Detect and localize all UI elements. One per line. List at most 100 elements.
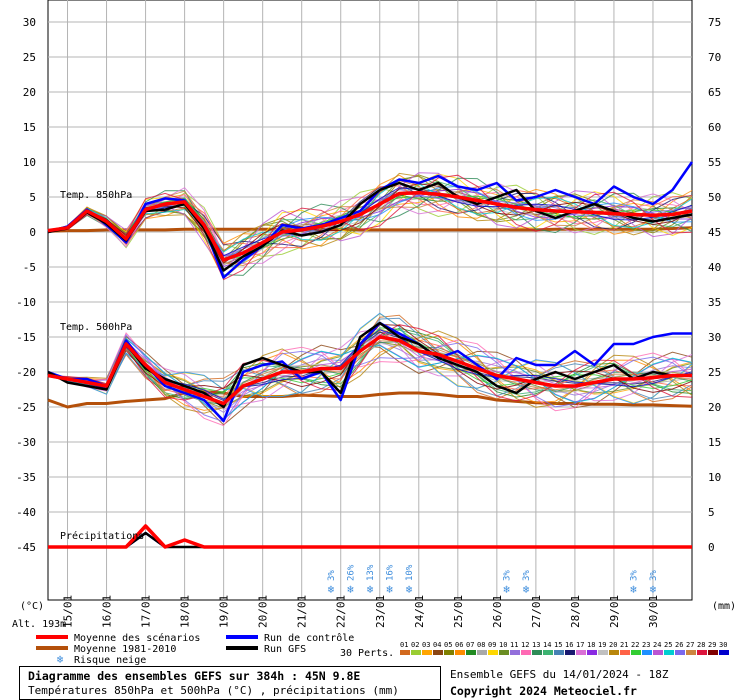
perturbations-label: 30 Perts. [340, 648, 394, 659]
y-tick-right: 30 [708, 331, 721, 344]
perturbation-number: 19 [598, 641, 606, 649]
perturbation-swatch [620, 650, 630, 655]
perturbation-number: 17 [576, 641, 584, 649]
perturbation-line-850 [47, 173, 693, 279]
perturbation-number: 16 [565, 641, 573, 649]
perturbation-number: 30 [719, 641, 727, 649]
panel-label-500: Temp. 500hPa [60, 322, 132, 333]
x-date-label: 16/01 [101, 595, 114, 628]
perturbation-swatch [499, 650, 509, 655]
left-axis-ticks: 30 25 20 15 10 5 0 -5 -10 -15 -20 -25 -30 -35 -40 -45 (°… [16, 16, 44, 612]
perturbation-number: 23 [642, 641, 650, 649]
perturbation-number: 05 [444, 641, 452, 649]
perturbation-swatch [565, 650, 575, 655]
perturbation-line-850 [47, 185, 693, 249]
perturbation-swatch [631, 650, 641, 655]
y-tick-left: -5 [23, 261, 36, 274]
y-tick-right: 40 [708, 261, 721, 274]
perturbation-number: 12 [521, 641, 529, 649]
perturbation-line-500 [47, 337, 693, 421]
perturbation-number: 01 [400, 641, 408, 649]
perturbation-swatch [598, 650, 608, 655]
perturbation-number: 10 [499, 641, 507, 649]
perturbation-number: 26 [675, 641, 683, 649]
y-tick-right: 20 [708, 401, 721, 414]
y-tick-left: 25 [23, 51, 36, 64]
legend-label-gfs: Run GFS [264, 644, 306, 655]
y-tick-right: 60 [708, 121, 721, 134]
y-tick-left: -35 [16, 471, 36, 484]
perturbation-number: 20 [609, 641, 617, 649]
x-date-label: 22/01 [335, 595, 348, 628]
y-tick-left: 30 [23, 16, 36, 29]
panel-labels: Temp. 850hPa Temp. 500hPa Précipitations Al… [12, 190, 144, 630]
y-tick-left: -25 [16, 401, 36, 414]
x-date-label: 18/01 [179, 595, 192, 628]
x-date-label: 28/01 [569, 595, 582, 628]
series-line-t850 [47, 226, 693, 233]
perturbation-number: 28 [697, 641, 705, 649]
perturbation-swatch [675, 650, 685, 655]
main-series-layer [47, 161, 694, 549]
y-tick-left: 10 [23, 156, 36, 169]
x-date-label: 26/01 [491, 595, 504, 628]
gridlines [47, 0, 693, 601]
snow-risk-markers: 3% ❄ 26% ❄ 13% ❄ 16% ❄ 10% ❄ 3% ❄ 3% ❄ 3% ❄ 3% ❄ [327, 564, 659, 596]
perturbation-number: 14 [543, 641, 551, 649]
chart-subtitle: Températures 850hPa et 500hPa (°C) , pré… [28, 684, 399, 697]
run-info: Ensemble GEFS du 14/01/2024 - 18Z [450, 668, 669, 681]
plot-frame [47, 0, 693, 601]
perturbation-swatch [532, 650, 542, 655]
snow-icon: ❄ [367, 583, 374, 596]
legend-snow-icon: ❄ [57, 653, 64, 666]
y-tick-right: 55 [708, 156, 721, 169]
legend-label-mean: Moyenne des scénarios [74, 632, 200, 644]
snow-risk-pct: 13% [366, 564, 376, 581]
perturbation-number: 06 [455, 641, 463, 649]
mean-line-t850 [47, 191, 693, 262]
y-unit-right: (mm) [712, 601, 736, 612]
perturbation-number: 18 [587, 641, 595, 649]
y-tick-left: -40 [16, 506, 36, 519]
perturbation-swatch [576, 650, 586, 655]
legend-label-control: Run de contrôle [264, 632, 354, 644]
perturbation-number: 15 [554, 641, 562, 649]
y-tick-left: 15 [23, 121, 36, 134]
perturbation-swatch [422, 650, 432, 655]
y-tick-left: -30 [16, 436, 36, 449]
snow-icon: ❄ [523, 583, 530, 596]
perturbation-swatch [455, 650, 465, 655]
snow-risk-pct: 10% [405, 564, 415, 581]
x-date-label: 20/01 [257, 595, 270, 628]
perturbation-swatch [543, 650, 553, 655]
perturbation-number: 25 [664, 641, 672, 649]
perturbation-number: 08 [477, 641, 485, 649]
perturbation-line-500 [47, 323, 693, 393]
y-tick-right: 15 [708, 436, 721, 449]
perturbation-swatch [653, 650, 663, 655]
snow-icon: ❄ [406, 583, 413, 596]
legend-label-climo: Moyenne 1981-2010 [74, 644, 176, 655]
mean-line-precip [48, 524, 692, 549]
snow-risk-pct: 3% [629, 570, 639, 581]
perturbation-swatch [400, 650, 410, 655]
y-tick-right: 25 [708, 366, 721, 379]
perturbation-swatch [444, 650, 454, 655]
snow-risk-pct: 3% [503, 570, 513, 581]
perturbation-number: 02 [411, 641, 419, 649]
perturbation-number: 13 [532, 641, 540, 649]
snow-risk-pct: 3% [522, 570, 532, 581]
perturbation-legend: 30 Perts.01 02 03 04 05 06 07 08 09 10 11 12 13 14 15 1… [340, 641, 729, 659]
perturbation-line-500 [47, 333, 693, 423]
y-unit-left: (°C) [20, 601, 44, 612]
perturbation-swatch [477, 650, 487, 655]
perturbation-number: 11 [510, 641, 518, 649]
perturbation-number: 03 [422, 641, 430, 649]
perturbation-number: 21 [620, 641, 628, 649]
perturbation-swatch [642, 650, 652, 655]
y-tick-left: -20 [16, 366, 36, 379]
panel-label-850: Temp. 850hPa [60, 190, 132, 201]
